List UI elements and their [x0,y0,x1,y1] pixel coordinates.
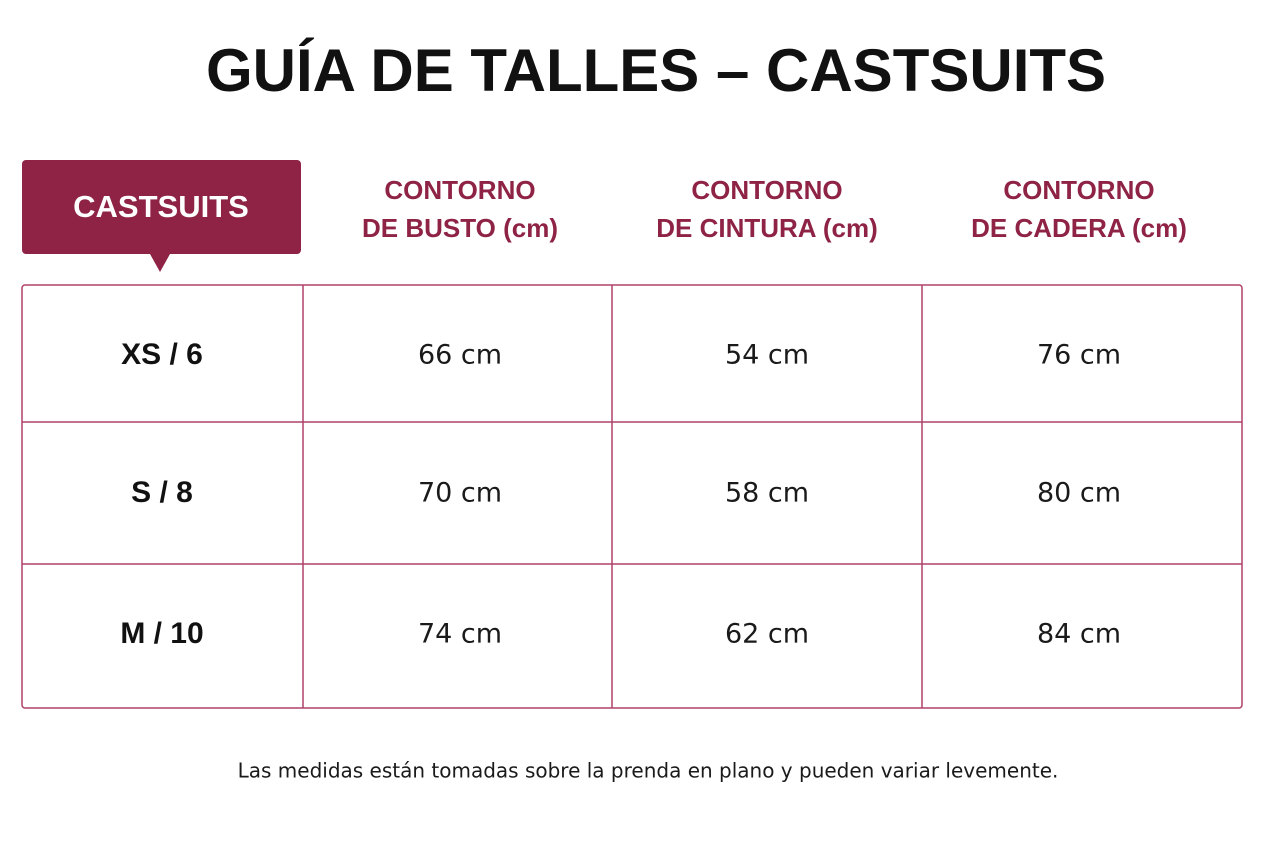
size-label: XS / 6 [121,338,203,371]
size-label: M / 10 [120,617,203,650]
cell: 84 cm [1037,619,1121,650]
cell: 80 cm [1037,478,1121,509]
column-header: DE CINTURA (cm) [656,213,877,243]
title: GUÍA DE TALLES – CASTSUITS [206,37,1106,104]
cell: 58 cm [725,478,809,509]
table-border [21,284,1243,709]
size-label: S / 8 [131,476,193,509]
cell: 70 cm [418,478,502,509]
cell: 62 cm [725,619,809,650]
cell: 66 cm [418,340,502,371]
cell: 74 cm [418,619,502,650]
cell: 54 cm [725,340,809,371]
column-header: CONTORNO [1003,175,1154,205]
corner-label: CASTSUITS [73,189,249,224]
cell: 76 cm [1037,340,1121,371]
corner-badge [22,160,301,254]
footnote: Las medidas están tomadas sobre la prend… [238,759,1059,783]
column-header: DE CADERA (cm) [971,213,1187,243]
column-header: CONTORNO [691,175,842,205]
column-header: DE BUSTO (cm) [362,213,558,243]
badge-pointer [150,254,170,272]
column-header: CONTORNO [384,175,535,205]
